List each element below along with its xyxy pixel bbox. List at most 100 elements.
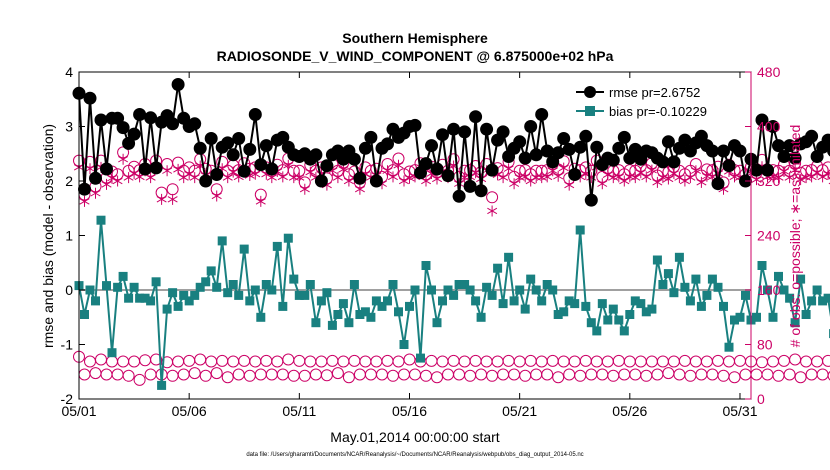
obs_possible-point xyxy=(442,368,454,381)
bias-point xyxy=(322,288,332,298)
obs_possible-point xyxy=(320,369,333,382)
bias-point xyxy=(691,274,701,284)
x-tick-label: 05/01 xyxy=(61,403,96,419)
obs_assimilated_main-point xyxy=(685,172,696,184)
obs_assimilated_main-point xyxy=(520,171,531,183)
obs_assimilated_main-point xyxy=(487,205,498,217)
bias-point xyxy=(476,312,486,322)
bias-point xyxy=(449,290,459,300)
obs_assimilated_main-point xyxy=(354,183,365,195)
obs_assimilated_main-point xyxy=(641,171,652,183)
bias-point xyxy=(129,282,139,292)
rmse-point xyxy=(276,130,290,144)
rmse-point xyxy=(100,162,113,176)
rmse-point xyxy=(584,193,598,207)
obs_possible-point xyxy=(100,368,113,381)
obs_possible-point xyxy=(111,368,124,381)
rmse-point xyxy=(447,122,461,136)
bias-point xyxy=(498,299,508,309)
bias-point xyxy=(812,285,822,295)
obs_possible-point xyxy=(596,368,609,381)
obs_assimilated_main-point xyxy=(646,164,657,176)
rmse-point xyxy=(612,141,626,155)
obs_possible-point xyxy=(667,355,680,368)
rmse-point xyxy=(144,111,158,125)
obs_possible-point xyxy=(601,355,614,368)
rmse-point xyxy=(755,113,769,127)
obs_possible-point xyxy=(221,371,234,384)
bias-point xyxy=(652,255,662,265)
bias-point xyxy=(179,290,189,300)
obs_possible-point xyxy=(276,368,289,381)
obs_possible-point xyxy=(128,355,141,368)
bias-point xyxy=(261,280,271,289)
bias-point xyxy=(757,261,767,270)
bias-point xyxy=(416,353,425,363)
bias-point xyxy=(245,296,255,306)
bias-point xyxy=(438,296,447,306)
obs_assimilated_main-point xyxy=(145,172,156,184)
bias-point xyxy=(741,290,750,300)
obs_possible-point xyxy=(282,353,295,366)
rmse-point xyxy=(204,132,218,145)
obs_assimilated_main-point xyxy=(305,166,316,178)
bias-point xyxy=(564,296,574,306)
obs_possible-point xyxy=(557,355,570,368)
obs_assimilated_main-point xyxy=(823,168,830,180)
obs_assimilated_main-point xyxy=(542,171,553,183)
bias-point xyxy=(289,274,299,284)
rmse-point xyxy=(788,151,802,165)
bias-line xyxy=(78,220,830,386)
obs_assimilated_main-point xyxy=(222,172,233,184)
legend-bias-label: bias pr=-0.10229 xyxy=(609,104,707,119)
rmse-point xyxy=(347,152,361,166)
y-tick-label-right: 160 xyxy=(757,282,781,298)
obs_assimilated_main-point xyxy=(178,172,189,184)
obs_possible-point xyxy=(480,355,493,368)
bias-point xyxy=(553,310,563,319)
bias-point xyxy=(366,312,376,322)
bias-point xyxy=(785,293,795,303)
obs_possible-point xyxy=(805,368,818,381)
obs_assimilated_main-point xyxy=(630,172,641,184)
obs_possible-point xyxy=(227,355,240,368)
rmse-point xyxy=(485,163,499,177)
obs_possible_main-point xyxy=(486,191,499,204)
bias-point xyxy=(201,277,211,287)
rmse-point xyxy=(579,129,593,143)
bias-point xyxy=(586,318,596,328)
bias-point xyxy=(707,274,717,284)
obs_assimilated_main-point xyxy=(613,171,624,183)
rmse-point xyxy=(766,120,780,133)
legend: rmse pr=2.6752 bias pr=-0.10229 xyxy=(576,85,707,119)
obs_possible-point xyxy=(249,355,262,368)
obs_possible-point xyxy=(78,368,91,381)
bias-point xyxy=(278,301,288,311)
rmse-point xyxy=(772,139,785,153)
bias-point xyxy=(327,320,337,330)
obs_possible-point xyxy=(590,355,603,368)
obs_assimilated_main-point xyxy=(779,166,790,177)
rmse-point xyxy=(138,162,152,176)
obs_possible-point xyxy=(684,369,697,382)
obs_possible-point xyxy=(568,355,581,368)
rmse-point xyxy=(617,130,631,144)
plot-area xyxy=(72,78,830,390)
rmse-point xyxy=(353,171,367,185)
obs_possible-point xyxy=(144,368,157,381)
obs_possible-point xyxy=(398,368,410,381)
obs_possible-point xyxy=(172,355,185,368)
bias-point xyxy=(344,318,354,328)
obs_assimilated_main-point xyxy=(404,172,415,184)
rmse-point xyxy=(419,157,433,171)
y-tick-label-right: 0 xyxy=(757,391,765,407)
rmse-point xyxy=(364,130,378,144)
rmse-point xyxy=(320,159,334,173)
obs_possible-point xyxy=(579,354,592,367)
bias-point xyxy=(823,293,830,303)
obs_possible-point xyxy=(800,355,813,368)
obs_possible-point xyxy=(199,369,212,382)
rmse-point xyxy=(827,145,830,157)
obs_assimilated_main-point xyxy=(112,175,123,187)
obs_possible-point xyxy=(254,368,267,381)
